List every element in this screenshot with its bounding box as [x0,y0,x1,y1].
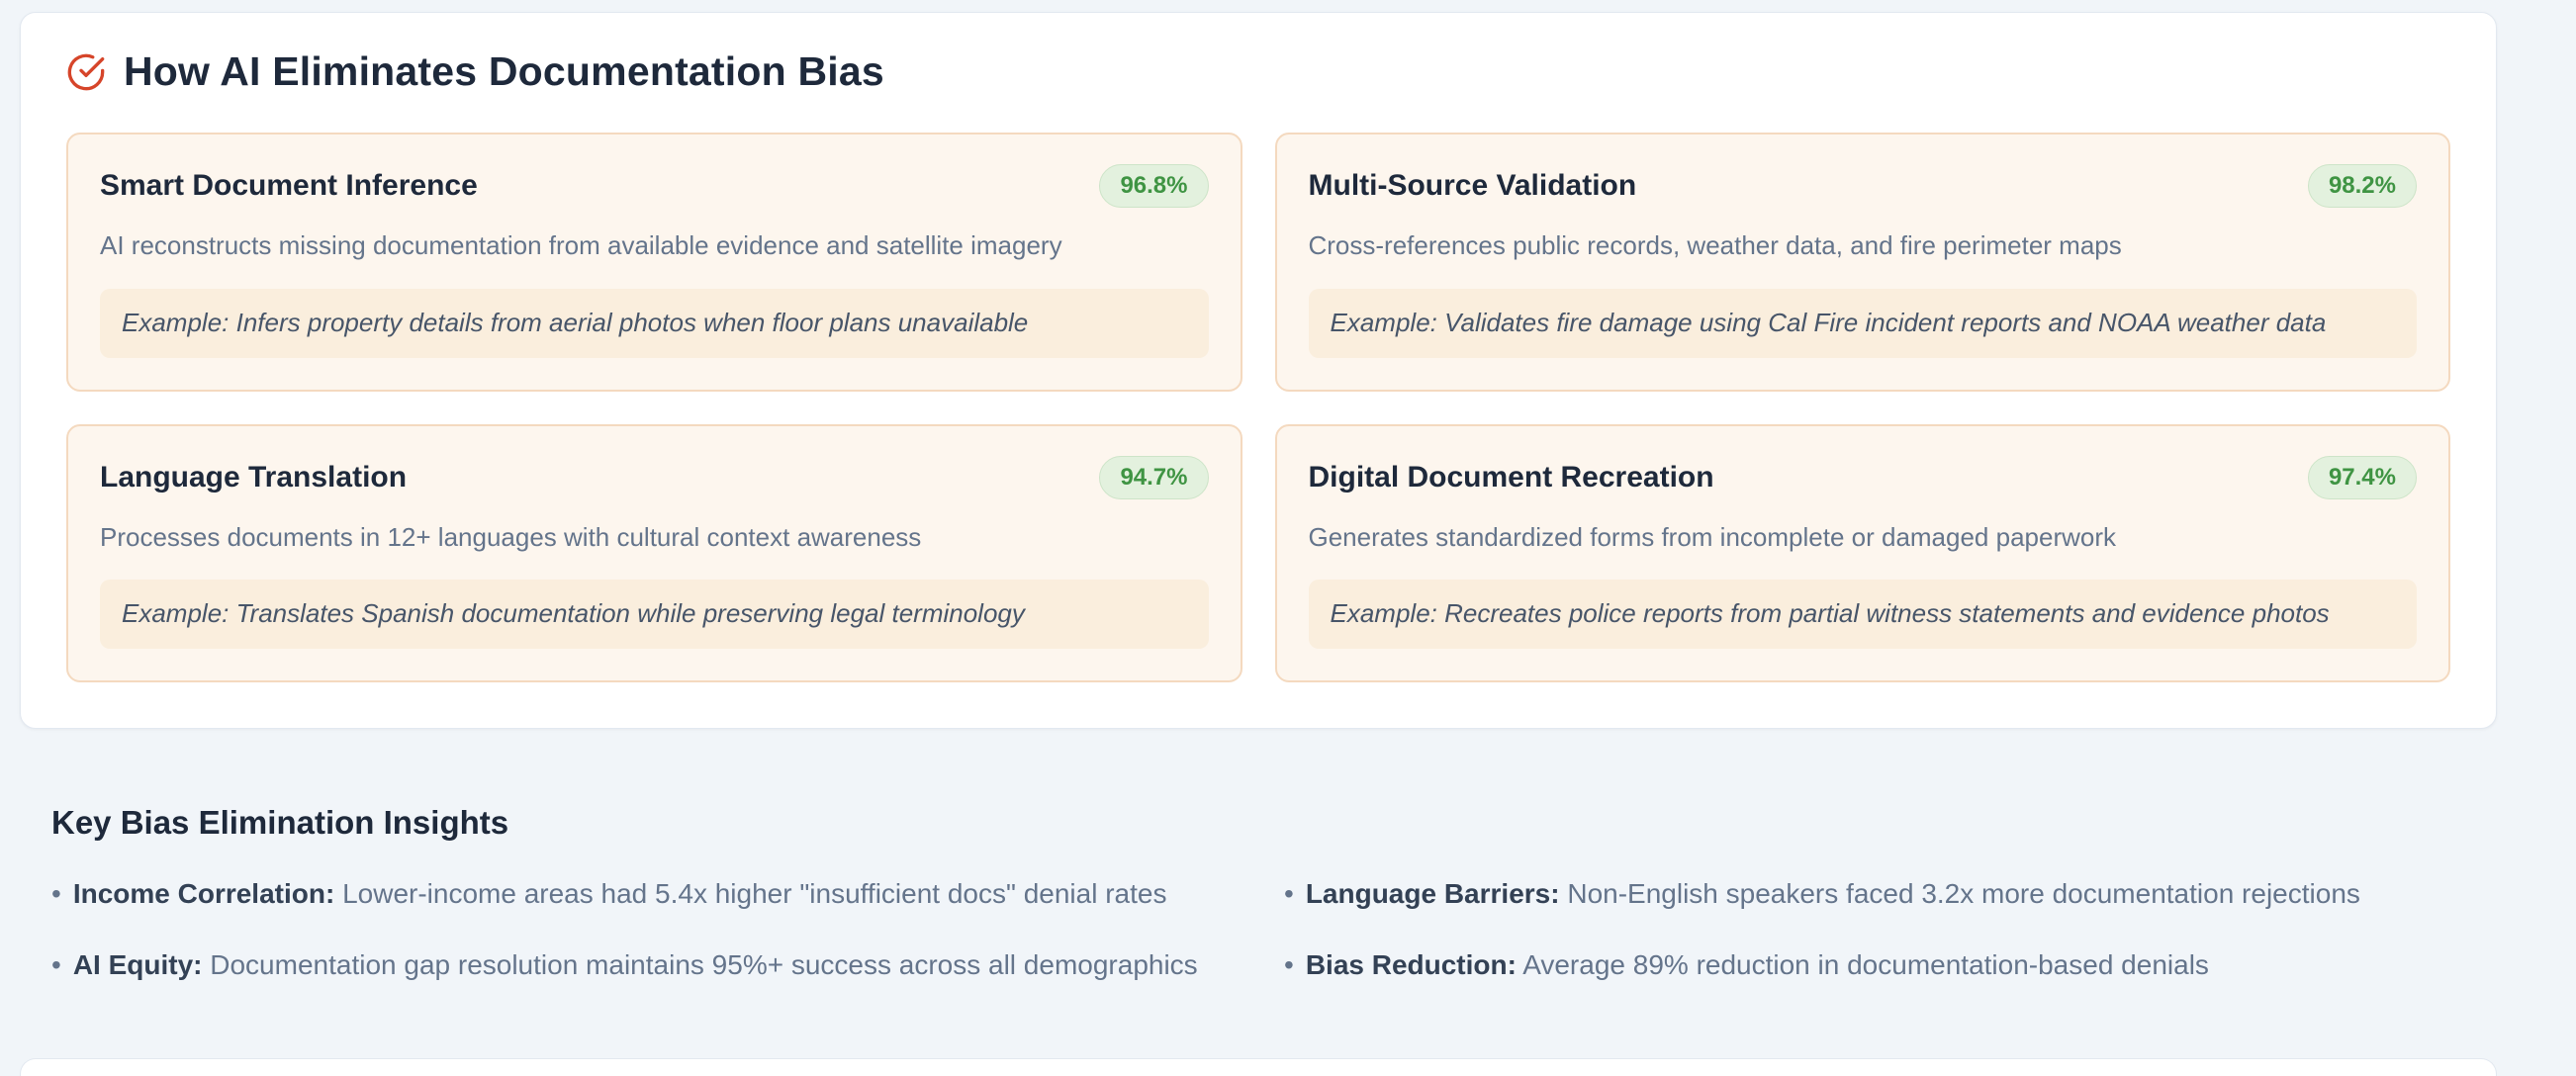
example-box: Example: Infers property details from ae… [100,288,1209,358]
insight-text: Documentation gap resolution maintains 9… [210,948,1198,980]
card-smart-document-inference: Smart Document Inference 96.8% AI recons… [66,133,1242,392]
card-language-translation: Language Translation 94.7% Processes doc… [66,423,1242,683]
card-header: Language Translation 94.7% [100,455,1209,499]
insights-grid: • Income Correlation: Lower-income areas… [51,875,2497,984]
example-text: Example: Recreates police reports from p… [1330,598,2330,629]
insight-text: Non-English speakers faced 3.2x more doc… [1567,878,2360,910]
success-rate-badge: 97.4% [2307,455,2417,499]
insight-bias-reduction: • Bias Reduction: Average 89% reduction … [1284,946,2497,984]
bullet-icon: • [1284,948,1294,980]
card-header: Digital Document Recreation 97.4% [1308,455,2417,499]
card-multi-source-validation: Multi-Source Validation 98.2% Cross-refe… [1274,133,2450,392]
card-title: Smart Document Inference [100,169,478,202]
panel-header: How AI Eliminates Documentation Bias [66,48,2450,95]
card-description: AI reconstructs missing documentation fr… [100,230,1062,260]
card-description: Processes documents in 12+ languages wit… [100,521,922,552]
insights-heading: Key Bias Elimination Insights [51,804,509,842]
bullet-icon: • [51,948,61,980]
card-description: Generates standardized forms from incomp… [1308,521,2117,552]
insight-language-barriers: • Language Barriers: Non-English speaker… [1284,875,2497,913]
insight-label: Income Correlation: [72,878,335,910]
card-title: Multi-Source Validation [1308,169,1637,202]
success-rate-badge: 96.8% [1099,164,1209,208]
insight-income-correlation: • Income Correlation: Lower-income areas… [51,875,1264,913]
bullet-icon: • [51,878,61,910]
key-insights-section: Key Bias Elimination Insights • Income C… [51,804,2497,984]
ai-documentation-bias-panel: How AI Eliminates Documentation Bias Sma… [20,12,2497,730]
success-rate-badge: 98.2% [2307,164,2417,208]
card-header: Multi-Source Validation 98.2% [1308,164,2417,208]
example-box: Example: Validates fire damage using Cal… [1308,288,2417,358]
card-header: Smart Document Inference 96.8% [100,164,1209,208]
example-box: Example: Recreates police reports from p… [1308,580,2417,650]
card-digital-document-recreation: Digital Document Recreation 97.4% Genera… [1274,423,2450,683]
card-title: Language Translation [100,460,408,493]
insight-text: Average 89% reduction in documentation-b… [1522,948,2209,980]
card-description: Cross-references public records, weather… [1308,230,2122,260]
example-text: Example: Validates fire damage using Cal… [1330,307,2327,337]
check-circle-icon [66,52,106,92]
bullet-icon: • [1284,878,1294,910]
insight-label: Bias Reduction: [1305,948,1517,980]
page-title: How AI Eliminates Documentation Bias [124,48,884,94]
card-title: Digital Document Recreation [1308,460,1714,493]
example-text: Example: Infers property details from ae… [122,307,1029,337]
insight-ai-equity: • AI Equity: Documentation gap resolutio… [51,946,1264,984]
insight-text: Lower-income areas had 5.4x higher "insu… [342,878,1167,910]
success-rate-badge: 94.7% [1099,455,1209,499]
example-text: Example: Translates Spanish documentatio… [122,598,1025,629]
insight-label: Language Barriers: [1305,878,1560,910]
method-cards-grid: Smart Document Inference 96.8% AI recons… [66,133,2450,683]
example-box: Example: Translates Spanish documentatio… [100,580,1209,650]
insight-label: AI Equity: [72,948,203,980]
next-panel-partial [20,1058,2497,1076]
